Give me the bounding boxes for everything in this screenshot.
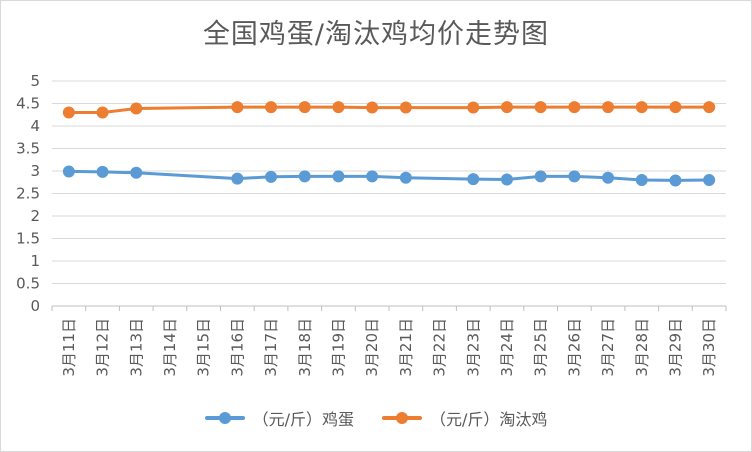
data-point-1 <box>602 101 615 114</box>
data-point-0 <box>366 170 379 183</box>
data-point-1 <box>534 101 547 114</box>
legend-swatch-egg <box>204 410 245 426</box>
data-point-0 <box>298 170 311 183</box>
x-tick-label: 3月26日 <box>565 318 583 377</box>
x-tick-label: 3月13日 <box>127 318 145 377</box>
data-point-0 <box>62 165 75 178</box>
data-point-1 <box>130 102 143 115</box>
y-tick-label: 4 <box>30 117 40 135</box>
data-point-1 <box>265 101 278 114</box>
data-point-0 <box>467 173 480 186</box>
data-point-0 <box>399 171 412 184</box>
y-tick-label: 2 <box>30 207 40 225</box>
data-point-0 <box>265 170 278 183</box>
x-tick-label: 3月20日 <box>363 318 381 377</box>
legend-item-hen: （元/斤）淘汰鸡 <box>382 406 547 430</box>
x-tick-label: 3月27日 <box>599 318 617 377</box>
data-point-1 <box>231 101 244 114</box>
x-tick-label: 3月24日 <box>498 318 516 377</box>
data-point-1 <box>568 101 581 114</box>
data-point-0 <box>635 174 648 186</box>
data-point-1 <box>332 101 345 114</box>
x-tick-label: 3月25日 <box>532 318 550 377</box>
x-tick-label: 3月14日 <box>161 318 179 377</box>
data-point-0 <box>703 174 716 186</box>
y-tick-label: 3.5 <box>16 140 40 158</box>
data-point-1 <box>96 106 109 119</box>
x-tick-label: 3月16日 <box>228 318 246 377</box>
data-point-0 <box>130 166 143 179</box>
data-point-0 <box>568 170 581 183</box>
data-point-1 <box>298 101 311 114</box>
legend-swatch-hen <box>382 410 422 426</box>
x-tick-label: 3月28日 <box>633 318 651 377</box>
data-point-1 <box>467 101 480 114</box>
x-tick-label: 3月29日 <box>666 318 684 377</box>
x-tick-label: 3月21日 <box>397 318 415 377</box>
chart-title: 全国鸡蛋/淘汰鸡均价走势图 <box>202 19 550 50</box>
y-tick-label: 1 <box>30 252 40 270</box>
x-tick-label: 3月18日 <box>296 318 314 377</box>
y-tick-label: 4.5 <box>16 95 40 113</box>
data-point-1 <box>366 101 379 114</box>
data-point-0 <box>534 170 547 183</box>
data-point-0 <box>602 171 615 184</box>
legend-label-egg: （元/斤）鸡蛋 <box>252 410 354 429</box>
data-point-1 <box>399 101 412 114</box>
data-point-0 <box>500 173 513 186</box>
x-tick-label: 3月22日 <box>431 318 449 377</box>
data-point-0 <box>231 172 244 185</box>
y-tick-label: 2.5 <box>16 185 40 203</box>
data-point-1 <box>500 101 513 114</box>
x-tick-label: 3月11日 <box>60 318 78 377</box>
legend: （元/斤）鸡蛋 （元/斤）淘汰鸡 <box>0 406 752 430</box>
data-point-0 <box>669 174 682 187</box>
y-tick-label: 3 <box>30 162 40 180</box>
x-tick-label: 3月15日 <box>195 318 213 377</box>
data-point-1 <box>703 101 716 114</box>
data-point-0 <box>332 170 345 183</box>
data-point-1 <box>635 101 648 114</box>
data-point-1 <box>62 106 75 119</box>
x-tick-label: 3月23日 <box>464 318 482 377</box>
legend-item-egg: （元/斤）鸡蛋 <box>204 406 354 430</box>
y-tick-label: 0 <box>30 297 40 315</box>
x-tick-label: 3月12日 <box>94 318 112 377</box>
x-tick-label: 3月19日 <box>329 318 347 377</box>
data-point-0 <box>96 165 109 178</box>
data-point-1 <box>669 101 682 114</box>
x-tick-label: 3月17日 <box>262 318 280 377</box>
y-tick-label: 0.5 <box>16 275 40 293</box>
x-tick-label: 3月30日 <box>700 318 718 377</box>
legend-label-hen: （元/斤）淘汰鸡 <box>430 410 548 429</box>
y-tick-label: 1.5 <box>16 230 40 248</box>
y-tick-label: 5 <box>30 72 40 90</box>
